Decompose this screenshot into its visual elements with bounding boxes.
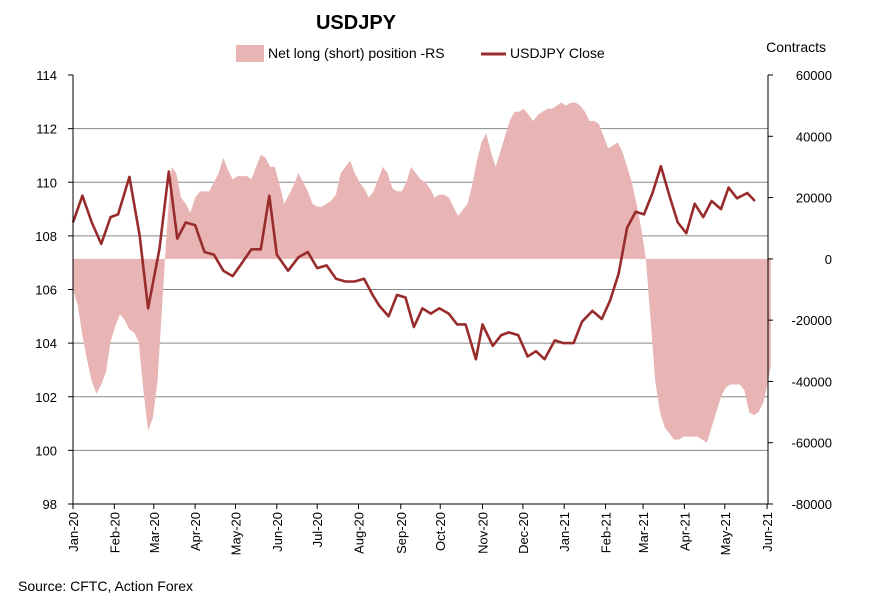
right-tick-label: 0	[825, 252, 832, 267]
x-tick-label: Mar-20	[147, 512, 162, 553]
right-tick-label: 40000	[796, 129, 832, 144]
x-tick-label: Jun-20	[270, 512, 285, 552]
right-tick-label: -60000	[792, 436, 832, 451]
legend-area-swatch	[236, 45, 264, 62]
right-tick-label: -40000	[792, 374, 832, 389]
right-tick-label: 60000	[796, 68, 832, 83]
x-tick-label: Jan-20	[66, 512, 81, 552]
x-tick-label: Mar-21	[636, 512, 651, 553]
left-tick-label: 104	[35, 336, 57, 351]
left-tick-label: 110	[36, 175, 57, 190]
right-tick-label: -20000	[792, 313, 832, 328]
x-axis-ticks: Jan-20 Feb-20 Mar-20 Apr-20 May-20 Jun-20 Jul-…	[66, 504, 775, 555]
x-tick-label: Nov-20	[475, 512, 490, 554]
chart-title: USDJPY	[316, 12, 397, 34]
legend: Net long (short) position -RS USDJPY Clo…	[236, 45, 605, 62]
left-tick-label: 98	[43, 497, 57, 512]
usdjpy-close-series	[71, 164, 756, 361]
usdjpy-close-line	[71, 164, 756, 361]
x-tick-label: Jul-20	[310, 512, 325, 547]
x-tick-label: Feb-21	[599, 512, 614, 553]
x-tick-label: Apr-20	[188, 512, 203, 551]
left-tick-label: 100	[35, 443, 57, 458]
net-position-area	[73, 102, 771, 443]
x-tick-label: Jan-21	[557, 512, 572, 552]
x-tick-label: Jun-21	[760, 512, 775, 552]
right-tick-label: -80000	[792, 497, 832, 512]
right-tick-label: 20000	[796, 191, 832, 206]
left-tick-label: 106	[35, 283, 57, 298]
legend-line-label: USDJPY Close	[510, 45, 605, 61]
net-position-area-shape	[73, 102, 771, 443]
left-axis-ticks: 114 112 110 108 106 104 102 100 98	[35, 68, 73, 512]
source-note: Source: CFTC, Action Forex	[18, 578, 194, 594]
x-tick-label: Oct-20	[433, 512, 448, 551]
right-axis-label: Contracts	[766, 39, 826, 55]
x-tick-label: Aug-20	[352, 512, 367, 554]
x-tick-label: May-20	[228, 512, 243, 555]
left-tick-label: 102	[35, 390, 57, 405]
legend-area-label: Net long (short) position -RS	[268, 45, 445, 61]
left-tick-label: 112	[36, 122, 57, 137]
x-tick-label: Sep-20	[394, 512, 409, 554]
x-tick-label: Apr-21	[677, 512, 692, 551]
x-tick-label: Dec-20	[516, 512, 531, 554]
left-tick-label: 108	[35, 229, 57, 244]
x-tick-label: Feb-20	[107, 512, 122, 553]
left-tick-label: 114	[36, 68, 57, 83]
right-axis-ticks: 60000 40000 20000 0 -20000 -40000 -60000 -80000	[768, 68, 832, 512]
x-tick-label: May-21	[718, 512, 733, 555]
